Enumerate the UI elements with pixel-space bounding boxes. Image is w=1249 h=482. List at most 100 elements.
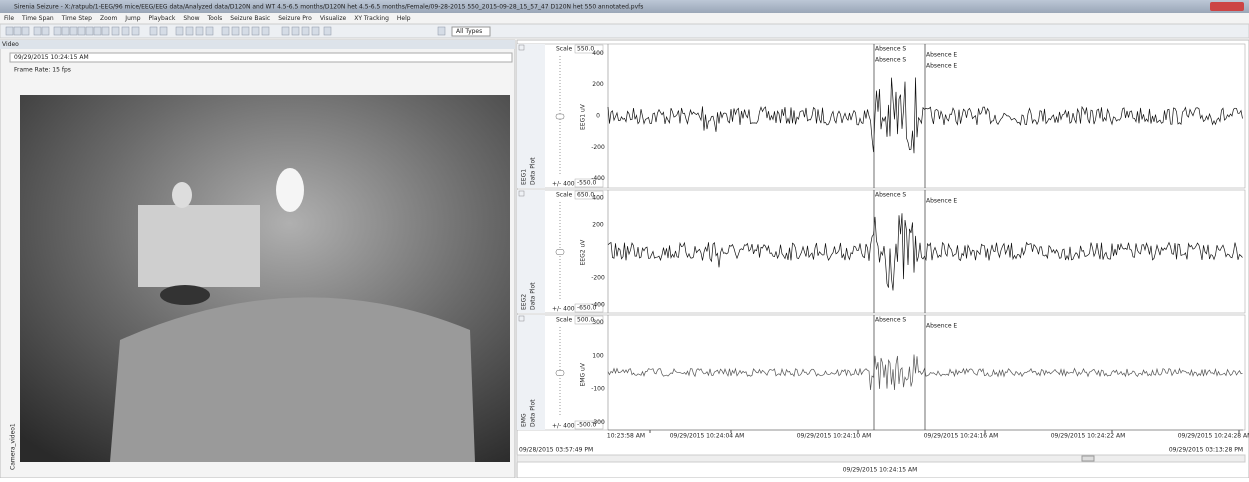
toolbar-button[interactable] (262, 27, 269, 35)
menu-item[interactable]: Seizure Pro (278, 15, 312, 22)
scrollbar[interactable] (517, 455, 1245, 462)
slider-thumb[interactable] (556, 250, 564, 255)
annotation-label: Absence E (926, 323, 957, 330)
annotation-label: Absence E (926, 63, 957, 70)
menu-item[interactable]: Visualize (320, 15, 347, 22)
toolbar-button[interactable] (102, 27, 109, 35)
y-tick-label: -200 (591, 144, 605, 151)
toolbar-button[interactable] (232, 27, 239, 35)
menu-item[interactable]: Show (183, 15, 199, 22)
footer-current: 09/29/2015 10:24:15 AM (843, 467, 918, 474)
toolbar-button[interactable] (242, 27, 249, 35)
annotation-label: Absence S (875, 57, 906, 64)
toolbar-button[interactable] (176, 27, 183, 35)
toolbar-button[interactable] (112, 27, 119, 35)
scale-label: Scale (556, 46, 572, 53)
toolbar-button[interactable] (438, 27, 445, 35)
menu-item[interactable]: Time Span (21, 15, 54, 22)
toolbar-button[interactable] (132, 27, 139, 35)
toolbar-button[interactable] (222, 27, 229, 35)
y-tick-label: 100 (592, 352, 604, 359)
toolbar-button[interactable] (122, 27, 129, 35)
plot-label: Data Plot (530, 399, 537, 427)
toolbar-button[interactable] (86, 27, 93, 35)
toolbar-button[interactable] (252, 27, 259, 35)
toolbar-button[interactable] (282, 27, 289, 35)
scroll-thumb[interactable] (1082, 456, 1094, 461)
y-tick-label: 400 (592, 50, 604, 57)
window-controls[interactable] (1210, 2, 1244, 11)
y-tick-label: 400 (592, 195, 604, 202)
y-tick-label: 200 (592, 221, 604, 228)
annotation-label: Absence E (926, 198, 957, 205)
slider-thumb[interactable] (556, 114, 564, 119)
range-label: +/- 400 (552, 181, 575, 188)
close-button[interactable] (519, 45, 524, 50)
toolbar-button[interactable] (34, 27, 41, 35)
menu-item[interactable]: Playback (149, 15, 176, 22)
light-reflection (172, 182, 192, 208)
y-tick-label: -400 (591, 301, 605, 308)
menu-item[interactable]: Tools (207, 15, 223, 22)
channel-name: EEG1 (521, 169, 528, 185)
toolbar-button[interactable] (312, 27, 319, 35)
range-label: +/- 400 (552, 306, 575, 313)
annotation-label: Absence S (875, 192, 906, 199)
toolbar-button[interactable] (302, 27, 309, 35)
toolbar-button[interactable] (186, 27, 193, 35)
time-label: 10:23:58 AM (607, 433, 645, 440)
toolbar-button[interactable] (150, 27, 157, 35)
toolbar-button[interactable] (94, 27, 101, 35)
toolbar-button[interactable] (42, 27, 49, 35)
scale-label: Scale (556, 192, 572, 199)
footer-end: 09/29/2015 03:13:28 PM (1169, 447, 1243, 454)
label-card (138, 205, 260, 287)
menu-item[interactable]: Zoom (100, 15, 117, 22)
footer-start: 09/28/2015 03:57:49 PM (519, 447, 593, 454)
light-reflection (276, 168, 304, 212)
toolbar-button[interactable] (54, 27, 61, 35)
toolbar-button[interactable] (70, 27, 77, 35)
time-label: 09/29/2015 10:24:28 AM (1178, 433, 1249, 440)
slider-thumb[interactable] (556, 371, 564, 376)
y-tick-label: 300 (592, 319, 604, 326)
toolbar-button[interactable] (6, 27, 13, 35)
toolbar-button[interactable] (22, 27, 29, 35)
toolbar-button[interactable] (160, 27, 167, 35)
menu-item[interactable]: Seizure Basic (230, 15, 270, 22)
toolbar-button[interactable] (62, 27, 69, 35)
toolbar-button[interactable] (292, 27, 299, 35)
axis-label: EEG1 uV (580, 103, 587, 130)
annotation-label: Absence S (875, 46, 906, 53)
toolbar-button[interactable] (206, 27, 213, 35)
menu-item[interactable]: File (4, 15, 14, 22)
y-tick-label: -200 (591, 275, 605, 282)
toolbar-button[interactable] (14, 27, 21, 35)
time-label: 09/29/2015 10:24:16 AM (924, 433, 999, 440)
menu-item[interactable]: Time Step (61, 15, 92, 22)
mouse (160, 285, 210, 305)
app-window: Sirenia Seizure - X:/ratpub/1-EEG/96 mic… (0, 0, 1249, 478)
menu-item[interactable]: Jump (124, 15, 140, 22)
close-button[interactable] (519, 191, 524, 196)
toolbar-button[interactable] (78, 27, 85, 35)
y-tick-label: -300 (591, 419, 605, 426)
toolbar-button[interactable] (324, 27, 331, 35)
channel-name: EEG2 (521, 294, 528, 310)
channel-frame (517, 315, 1245, 430)
window-title: Sirenia Seizure - X:/ratpub/1-EEG/96 mic… (14, 4, 643, 11)
toolbar-button[interactable] (196, 27, 203, 35)
time-label: 09/29/2015 10:24:22 AM (1051, 433, 1126, 440)
time-label: 09/29/2015 10:24:10 AM (797, 433, 872, 440)
annotation-label: Absence E (926, 52, 957, 59)
video-timestamp: 09/29/2015 10:24:15 AM (14, 54, 89, 61)
channel-name: EMG (521, 413, 528, 427)
menu-item[interactable]: Help (397, 15, 411, 22)
y-tick-label: -100 (591, 386, 605, 393)
channel-frame (517, 44, 1245, 188)
video-title: Video (2, 41, 19, 48)
range-label: +/- 400 (552, 423, 575, 430)
menu-item[interactable]: XY Tracking (354, 15, 389, 22)
close-button[interactable] (519, 316, 524, 321)
y-tick-label: -400 (591, 175, 605, 182)
